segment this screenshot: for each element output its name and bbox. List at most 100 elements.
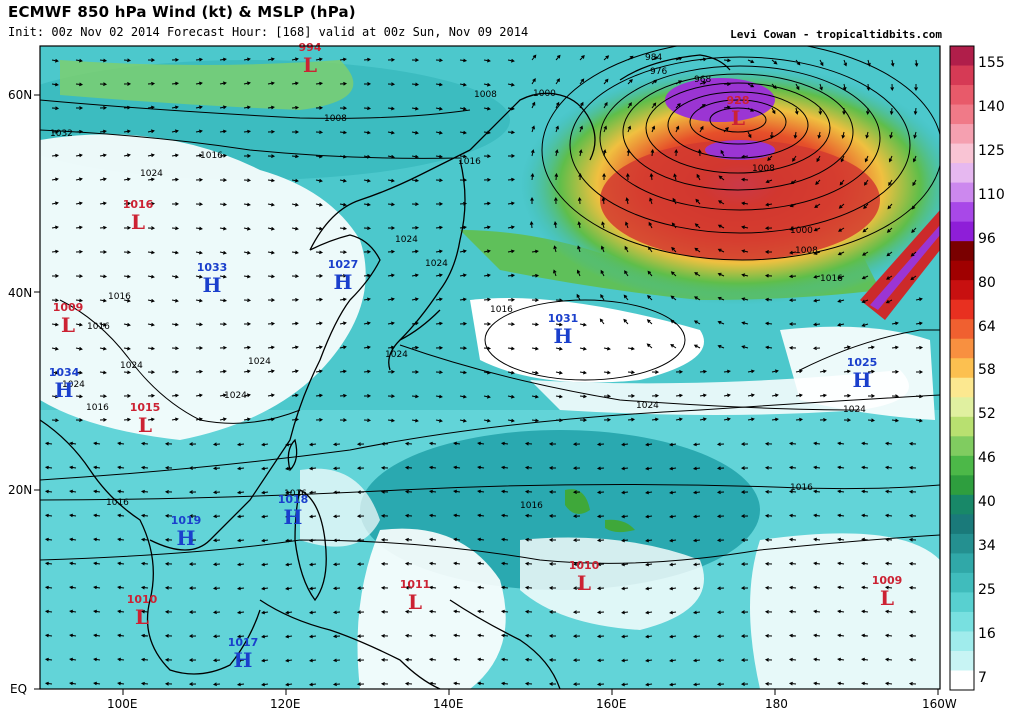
wind-arrow (740, 466, 749, 470)
wind-arrow (555, 418, 564, 423)
wind-arrow (459, 106, 467, 111)
wind-arrow (332, 610, 341, 615)
low-pressure-marker: L (138, 413, 152, 437)
wind-arrow (363, 154, 371, 159)
wind-arrow (428, 585, 437, 590)
wind-arrow (548, 514, 557, 518)
wind-arrow (75, 58, 83, 63)
wind-arrow (507, 106, 515, 111)
wind-arrow (453, 537, 461, 542)
wind-arrow (363, 82, 372, 86)
wind-arrow (171, 177, 180, 182)
wind-arrow (332, 466, 341, 471)
wind-arrow (140, 465, 149, 470)
wind-arrow (51, 130, 60, 134)
wind-arrow (861, 585, 869, 590)
wind-arrow (243, 393, 251, 398)
wind-arrow (861, 657, 869, 662)
wind-arrow (577, 245, 581, 253)
wind-arrow (764, 681, 773, 686)
wind-arrow (332, 538, 341, 543)
wind-arrow (332, 562, 341, 567)
wind-arrow (673, 173, 677, 181)
colorbar-swatch (950, 611, 974, 632)
wind-arrow (621, 562, 629, 567)
wind-arrow (693, 320, 701, 325)
wind-arrow (507, 201, 515, 206)
wind-arrow (459, 82, 467, 87)
wind-arrow (716, 682, 725, 687)
wind-arrow (219, 178, 228, 182)
wind-arrow (164, 657, 173, 662)
wind-arrow (671, 222, 677, 229)
wind-arrow (548, 634, 557, 638)
wind-arrow (243, 369, 251, 374)
wind-arrow (531, 418, 540, 423)
wind-arrow (694, 223, 701, 229)
wind-arrow (529, 220, 534, 229)
wind-arrow (267, 129, 276, 134)
wind-arrow (404, 657, 413, 662)
wind-arrow (692, 658, 701, 663)
colorbar-swatch (950, 143, 974, 164)
wind-arrow (788, 681, 797, 686)
wind-arrow (837, 609, 845, 614)
wind-arrow (453, 513, 461, 518)
wind-arrow (914, 59, 919, 68)
wind-arrow (147, 58, 156, 62)
wind-arrow (261, 586, 269, 591)
wind-arrow (625, 221, 629, 229)
wind-arrow (387, 369, 396, 374)
wind-arrow (99, 417, 108, 422)
wind-arrow (530, 149, 535, 157)
colorbar-swatch (950, 514, 974, 535)
wind-arrow (600, 245, 605, 253)
wind-arrow (507, 297, 516, 302)
wind-arrow (623, 294, 629, 301)
wind-arrow (51, 177, 59, 182)
wind-arrow (548, 490, 557, 494)
wind-arrow (243, 298, 252, 303)
high-pressure-value: 1034 (49, 366, 80, 379)
wind-arrow (884, 441, 893, 446)
wind-arrow (285, 610, 293, 615)
wind-arrow (315, 178, 323, 183)
wind-arrow (380, 466, 389, 470)
wind-arrow (483, 58, 491, 63)
colorbar-label: 125 (978, 143, 1005, 159)
wind-arrow (531, 370, 539, 375)
wind-arrow (267, 202, 275, 207)
wind-arrow (651, 79, 658, 85)
wind-arrow (380, 586, 389, 590)
wind-arrow (507, 418, 515, 423)
wind-arrow (171, 417, 179, 422)
wind-arrow (600, 269, 605, 277)
wind-arrow (219, 393, 227, 398)
wind-arrow (716, 610, 725, 615)
wind-arrow (93, 537, 101, 542)
wind-arrow (579, 394, 588, 399)
wind-arrow (404, 585, 413, 590)
wind-arrow (507, 82, 515, 87)
colorbar-label: 64 (978, 319, 996, 335)
wind-arrow (387, 154, 395, 159)
wind-arrow (576, 293, 581, 301)
wind-arrow (572, 442, 581, 447)
wind-arrow (623, 318, 629, 325)
wind-arrow (524, 465, 533, 470)
wind-arrow (339, 297, 347, 302)
wind-arrow (99, 394, 108, 399)
wind-arrow (308, 682, 317, 687)
wind-arrow (647, 270, 653, 277)
wind-arrow (864, 155, 869, 163)
wind-arrow (674, 148, 679, 157)
wind-arrow (75, 201, 83, 206)
wind-arrow (164, 537, 173, 542)
wind-arrow (718, 200, 725, 205)
wind-arrow (699, 369, 708, 374)
wind-arrow (740, 514, 749, 518)
wind-arrow (477, 585, 485, 590)
wind-arrow (117, 609, 125, 614)
wind-arrow (219, 369, 227, 374)
wind-arrow (308, 634, 317, 639)
